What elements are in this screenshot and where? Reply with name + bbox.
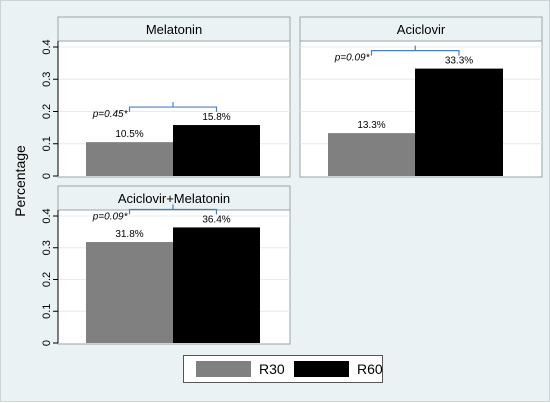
significance-bracket: [370, 45, 460, 56]
y-axis-label: Percentage: [12, 145, 28, 217]
data-label: 10.5%: [115, 129, 143, 140]
p-value-annotation: p=0.09*: [92, 211, 129, 222]
bar-r30: [86, 142, 173, 176]
legend-swatch-r30: [196, 361, 251, 377]
panel-2: Aciclovir 13.3% 33.3% p=0.09*: [299, 16, 543, 178]
bar-r30: [86, 242, 173, 343]
data-label: 13.3%: [357, 120, 385, 131]
y-tick-label: 0.1: [41, 304, 53, 319]
y-tick-label: 0.2: [41, 272, 53, 287]
panel-3: Aciclovir+Melatonin 0 0.1 0.2 0.3 0.4 31.8% 36.…: [41, 185, 291, 346]
p-value-annotation: p=0.45*: [92, 109, 129, 120]
legend-item-r30: R30: [196, 361, 285, 377]
panel-title-strip: [299, 16, 543, 42]
legend-label-r60: R60: [357, 361, 383, 377]
y-tick-label: 0.3: [41, 240, 53, 255]
panel-title-strip: [57, 185, 291, 211]
y-tick-label: 0.2: [41, 104, 53, 119]
legend: R30 R60: [183, 355, 383, 383]
y-tick-label: 0.3: [41, 72, 53, 87]
legend-label-r30: R30: [259, 361, 285, 377]
bar-r60: [173, 125, 260, 176]
legend-item-r60: R60: [294, 361, 383, 377]
data-label: 15.8%: [202, 112, 230, 123]
legend-swatch-r60: [294, 361, 349, 377]
significance-bracket: [128, 204, 218, 215]
panel-1: Melatonin 0 0.1 0.2 0.3 0.4 10.5% 15.8% p=0.45*: [41, 16, 291, 179]
significance-bracket: [128, 102, 218, 113]
y-tick-label: 0.1: [41, 136, 53, 151]
panel-title: Melatonin: [146, 22, 202, 37]
bar-r30: [328, 133, 415, 176]
data-label: 33.3%: [445, 56, 473, 67]
data-label: 31.8%: [115, 229, 143, 240]
y-tick-label: 0: [41, 173, 53, 179]
y-tick-label: 0: [41, 340, 53, 346]
bar-r60: [415, 68, 503, 176]
bar-r60: [173, 227, 260, 343]
panel-title: Aciclovir+Melatonin: [118, 191, 230, 206]
y-tick-label: 0.4: [41, 208, 53, 223]
y-tick-label: 0.4: [41, 39, 53, 54]
data-label: 36.4%: [202, 214, 230, 225]
p-value-annotation: p=0.09*: [334, 53, 371, 64]
panel-title-strip: [57, 16, 291, 42]
panel-title: Aciclovir: [397, 22, 446, 37]
